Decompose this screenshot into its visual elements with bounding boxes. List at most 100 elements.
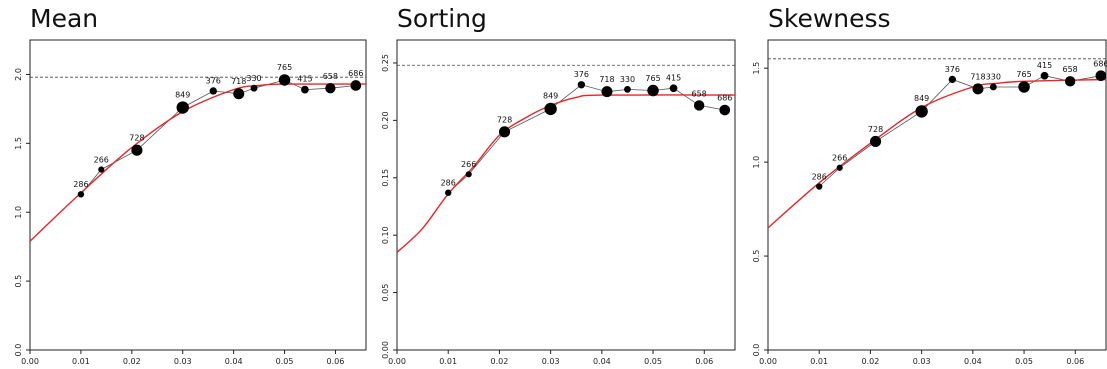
x-tick-label: 0.00 xyxy=(759,357,777,366)
observed-line xyxy=(80,79,356,195)
x-tick-label: 0.04 xyxy=(593,357,611,366)
panel-sorting: Sorting 0.00 0.01 0.02 0.03 0.04 0.05 0.06 0.00… xyxy=(369,0,738,369)
data-point xyxy=(669,84,678,93)
y-tick-label: 1.0 xyxy=(752,156,761,169)
point-count-label: 286 xyxy=(441,179,456,188)
point-count-label: 728 xyxy=(129,134,144,143)
point-count-label: 658 xyxy=(323,72,338,81)
point-count-label: 286 xyxy=(73,180,88,189)
point-count-label: 718 xyxy=(599,75,614,84)
y-tick-label: 0.05 xyxy=(381,284,390,302)
fit-curve xyxy=(30,83,366,242)
data-point xyxy=(445,189,452,196)
chart-skewness: 0.00 0.01 0.02 0.03 0.04 0.05 0.06 0.0 0.5 1.0 1.5… xyxy=(752,39,1107,366)
chart-mean: 0.00 0.01 0.02 0.03 0.04 0.05 0.06 0.0 0.5 1.0 1.5… xyxy=(14,39,367,366)
data-point xyxy=(836,164,843,171)
point-count-label: 765 xyxy=(1016,70,1031,79)
data-point xyxy=(915,105,928,118)
panel-title: Skewness xyxy=(768,4,891,33)
x-tick-label: 0.01 xyxy=(439,357,457,366)
data-point xyxy=(647,84,659,97)
point-count-label: 849 xyxy=(914,94,929,103)
y-tick-label: 0.00 xyxy=(381,341,390,359)
y-tick-label: 0.20 xyxy=(381,111,390,129)
panel-title: Mean xyxy=(30,4,99,33)
x-tick-label: 0.03 xyxy=(542,357,560,366)
y-tick-label: 2.0 xyxy=(14,68,23,81)
point-count-label: 728 xyxy=(868,125,883,134)
x-tick-label: 0.03 xyxy=(174,357,192,366)
y-tick-label: 0.5 xyxy=(752,250,761,263)
x-tick-label: 0.06 xyxy=(1066,357,1084,366)
x-tick-label: 0.05 xyxy=(644,357,662,366)
plot-frame xyxy=(767,39,1107,351)
point-count-label: 686 xyxy=(348,69,363,78)
point-count-label: 266 xyxy=(832,154,847,163)
point-count-label: 765 xyxy=(645,74,660,83)
data-point xyxy=(350,80,362,91)
point-count-label: 415 xyxy=(297,75,312,84)
data-point xyxy=(989,83,997,91)
data-point xyxy=(693,100,705,111)
point-count-label: 658 xyxy=(1063,65,1078,74)
point-count-label: 718 xyxy=(231,77,246,86)
chart-sorting: 0.00 0.01 0.02 0.03 0.04 0.05 0.06 0.00 0.05 0.10… xyxy=(381,39,736,366)
data-point xyxy=(325,83,336,94)
plot-frame xyxy=(396,39,736,351)
data-point xyxy=(77,191,85,198)
point-count-label: 376 xyxy=(574,70,589,79)
y-tick-label: 0.0 xyxy=(14,344,23,357)
y-tick-label: 1.0 xyxy=(14,206,23,219)
point-count-label: 286 xyxy=(812,172,827,181)
x-tick-label: 0.00 xyxy=(21,357,39,366)
point-count-label: 765 xyxy=(277,63,292,72)
plot-area xyxy=(30,74,366,242)
x-tick-label: 0.01 xyxy=(72,357,90,366)
y-tick-label: 0.25 xyxy=(381,54,390,72)
fit-curve xyxy=(397,94,735,253)
x-tick-label: 0.06 xyxy=(327,357,345,366)
data-point xyxy=(233,88,245,100)
data-point xyxy=(624,85,631,93)
y-tick-label: 0.15 xyxy=(381,169,390,187)
x-tick-label: 0.04 xyxy=(225,357,243,366)
x-tick-label: 0.06 xyxy=(695,357,713,366)
data-point xyxy=(131,144,143,156)
observed-line xyxy=(818,75,1101,187)
panel-title: Sorting xyxy=(397,4,487,33)
point-count-label: 728 xyxy=(497,115,512,124)
point-count-label: 330 xyxy=(986,73,1001,82)
data-point xyxy=(1064,76,1076,87)
x-tick-label: 0.05 xyxy=(1015,357,1033,366)
x-tick-label: 0.02 xyxy=(491,357,509,366)
data-point xyxy=(948,75,957,84)
point-count-label: 266 xyxy=(94,155,109,164)
data-point xyxy=(1040,71,1049,80)
point-count-label: 686 xyxy=(1093,59,1107,68)
y-tick-label: 1.5 xyxy=(752,62,761,75)
point-count-label: 376 xyxy=(206,76,221,85)
data-point xyxy=(719,104,731,116)
data-point xyxy=(544,102,557,116)
point-count-label: 686 xyxy=(717,94,732,103)
x-tick-label: 0.04 xyxy=(964,357,982,366)
point-count-label: 849 xyxy=(175,90,190,99)
data-point xyxy=(816,183,823,190)
y-tick-label: 0.10 xyxy=(381,226,390,244)
point-count-label: 376 xyxy=(945,65,960,74)
data-point xyxy=(577,81,586,89)
point-count-label: 415 xyxy=(666,73,681,82)
data-point xyxy=(209,87,217,95)
data-point xyxy=(465,171,472,178)
y-tick-label: 0.5 xyxy=(14,275,23,288)
data-point xyxy=(601,86,613,98)
x-tick-label: 0.05 xyxy=(276,357,294,366)
data-point xyxy=(176,101,189,114)
plot-frame xyxy=(29,39,367,351)
point-count-label: 849 xyxy=(543,92,558,101)
data-point xyxy=(1095,70,1106,82)
x-tick-label: 0.00 xyxy=(388,357,406,366)
y-tick-label: 0.0 xyxy=(752,344,761,357)
panel-skewness: Skewness 0.00 0.01 0.02 0.03 0.04 0.05 0.06 0.0… xyxy=(738,0,1107,369)
